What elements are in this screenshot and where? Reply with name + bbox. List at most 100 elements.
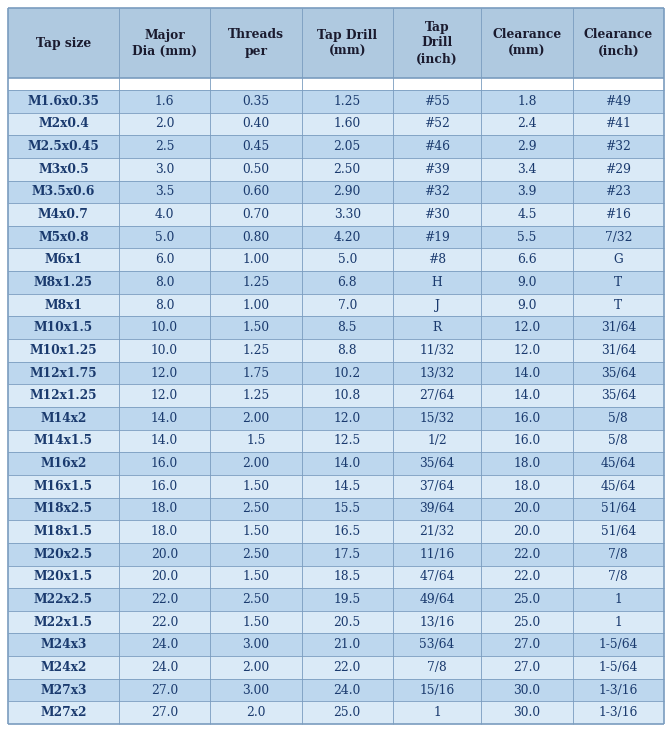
Text: 20.0: 20.0 <box>513 502 540 515</box>
Bar <box>481 452 573 475</box>
Text: 8.0: 8.0 <box>155 276 174 289</box>
Bar <box>393 203 481 226</box>
Text: 1.00: 1.00 <box>243 299 269 312</box>
Bar <box>573 384 664 407</box>
Text: 11/32: 11/32 <box>419 344 455 357</box>
Text: 2.4: 2.4 <box>517 117 537 130</box>
Bar <box>210 610 302 633</box>
Text: #29: #29 <box>605 163 631 176</box>
Bar <box>481 226 573 248</box>
Bar <box>8 610 119 633</box>
Bar <box>481 520 573 543</box>
Text: 25.0: 25.0 <box>513 593 540 606</box>
Bar <box>393 113 481 135</box>
Bar <box>393 271 481 294</box>
Text: 1-3/16: 1-3/16 <box>599 684 638 697</box>
Bar <box>119 158 210 181</box>
Text: 1.60: 1.60 <box>333 117 361 130</box>
Text: M27x2: M27x2 <box>40 706 87 719</box>
Text: 1.50: 1.50 <box>243 570 269 583</box>
Bar <box>573 248 664 271</box>
Text: 16.0: 16.0 <box>151 457 178 470</box>
Bar <box>210 294 302 316</box>
Bar <box>573 633 664 656</box>
Text: 7/32: 7/32 <box>605 231 632 244</box>
Bar <box>393 701 481 724</box>
Text: M22x1.5: M22x1.5 <box>34 616 93 629</box>
Text: 14.0: 14.0 <box>333 457 361 470</box>
Bar <box>481 8 573 78</box>
Text: 5.5: 5.5 <box>517 231 537 244</box>
Bar <box>210 362 302 384</box>
Bar <box>573 475 664 498</box>
Text: 2.50: 2.50 <box>242 593 269 606</box>
Bar <box>210 520 302 543</box>
Bar <box>119 113 210 135</box>
Bar <box>573 430 664 452</box>
Text: M24x2: M24x2 <box>40 661 87 674</box>
Text: 1.50: 1.50 <box>243 321 269 335</box>
Bar <box>210 588 302 610</box>
Text: 39/64: 39/64 <box>419 502 455 515</box>
Bar <box>210 135 302 158</box>
Text: 25.0: 25.0 <box>513 616 540 629</box>
Bar <box>8 339 119 362</box>
Text: 0.40: 0.40 <box>242 117 269 130</box>
Bar <box>481 248 573 271</box>
Bar <box>573 339 664 362</box>
Bar <box>8 362 119 384</box>
Bar <box>8 452 119 475</box>
Text: #39: #39 <box>424 163 450 176</box>
Bar <box>8 226 119 248</box>
Bar <box>119 181 210 203</box>
Text: M18x2.5: M18x2.5 <box>34 502 93 515</box>
Bar <box>573 316 664 339</box>
Text: 6.8: 6.8 <box>337 276 357 289</box>
Bar <box>119 203 210 226</box>
Text: #41: #41 <box>605 117 631 130</box>
Text: 2.00: 2.00 <box>242 457 269 470</box>
Text: 25.0: 25.0 <box>333 706 361 719</box>
Bar <box>8 181 119 203</box>
Text: 0.60: 0.60 <box>242 185 269 198</box>
Bar <box>481 610 573 633</box>
Text: 5/8: 5/8 <box>608 412 628 425</box>
Text: 4.0: 4.0 <box>155 208 174 221</box>
Bar <box>573 181 664 203</box>
Bar <box>210 113 302 135</box>
Bar <box>302 90 393 113</box>
Bar <box>302 475 393 498</box>
Bar <box>8 701 119 724</box>
Text: 8.5: 8.5 <box>337 321 357 335</box>
Bar <box>210 248 302 271</box>
Bar <box>210 701 302 724</box>
Bar <box>8 316 119 339</box>
Text: 20.0: 20.0 <box>151 570 178 583</box>
Bar <box>481 475 573 498</box>
Bar <box>8 384 119 407</box>
Text: 2.50: 2.50 <box>242 548 269 561</box>
Text: 17.5: 17.5 <box>334 548 361 561</box>
Text: #55: #55 <box>424 95 450 108</box>
Text: 51/64: 51/64 <box>601 525 636 538</box>
Bar <box>393 679 481 701</box>
Bar <box>8 135 119 158</box>
Bar <box>481 181 573 203</box>
Bar <box>302 181 393 203</box>
Text: M3x0.5: M3x0.5 <box>38 163 89 176</box>
Text: 3.00: 3.00 <box>243 684 269 697</box>
Text: 1.50: 1.50 <box>243 525 269 538</box>
Text: 2.05: 2.05 <box>333 140 361 153</box>
Bar <box>119 135 210 158</box>
Text: 0.45: 0.45 <box>242 140 269 153</box>
Text: 16.0: 16.0 <box>151 479 178 493</box>
Bar <box>119 339 210 362</box>
Bar <box>481 384 573 407</box>
Text: 20.5: 20.5 <box>333 616 361 629</box>
Text: 14.5: 14.5 <box>333 479 361 493</box>
Bar <box>573 610 664 633</box>
Bar <box>302 566 393 588</box>
Text: 20.0: 20.0 <box>513 525 540 538</box>
Bar <box>393 452 481 475</box>
Text: 2.50: 2.50 <box>242 502 269 515</box>
